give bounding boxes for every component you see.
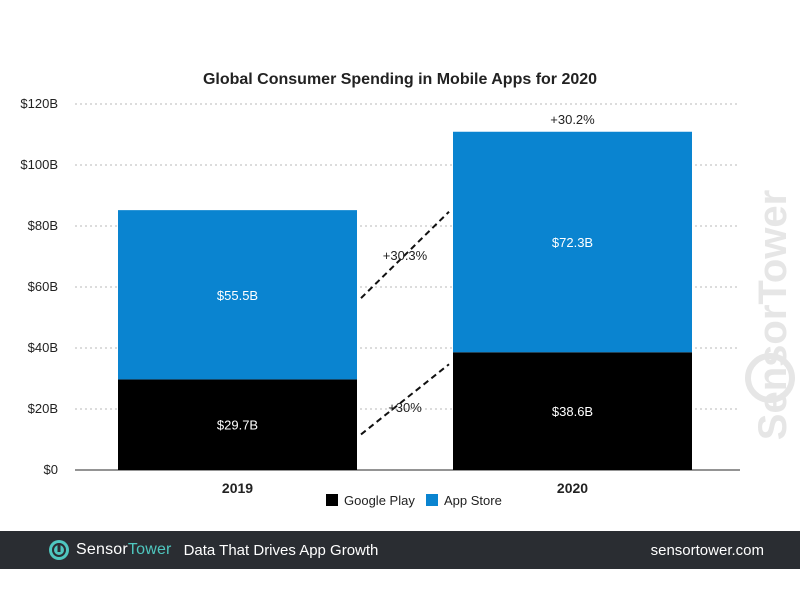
- legend: Google Play App Store: [326, 493, 502, 508]
- bottom-strip: [0, 569, 800, 600]
- app-store-growth-label: +30.3%: [383, 248, 428, 263]
- bar-segment: [118, 210, 357, 380]
- y-tick-label: $20B: [28, 401, 58, 416]
- y-axis-tick-labels: $0 $20B $40B $60B $80B $100B $120B: [20, 96, 58, 477]
- y-tick-label: $40B: [28, 340, 58, 355]
- bar-data-label: $38.6B: [552, 404, 593, 419]
- x-axis-tick-labels: 2019 2020: [222, 480, 588, 496]
- app-store-growth-connector: [360, 211, 450, 299]
- chart: Global Consumer Spending in Mobile Apps …: [20, 71, 795, 508]
- watermark-logo-icon: [745, 353, 795, 403]
- growth-connectors: +30.3% +30% +30.2%: [360, 112, 595, 436]
- bars: $29.7B $55.5B $38.6B $72.3B: [118, 131, 692, 470]
- chart-title: Global Consumer Spending in Mobile Apps …: [203, 71, 597, 88]
- y-tick-label: $0: [44, 462, 58, 477]
- footer-brand-sensor: Sensor: [76, 541, 128, 558]
- watermark: SensorTower: [745, 190, 795, 440]
- y-tick-label: $120B: [20, 96, 58, 111]
- legend-swatch: [426, 494, 438, 506]
- y-tick-label: $60B: [28, 279, 58, 294]
- footer-tagline: Data That Drives App Growth: [183, 541, 379, 559]
- bar-data-label: $55.5B: [217, 288, 258, 303]
- bar-segment: [453, 131, 692, 353]
- bar-segment: [453, 352, 692, 470]
- legend-swatch: [326, 494, 338, 506]
- footer-brand: SensorTower: [76, 541, 172, 559]
- y-tick-label: $100B: [20, 157, 58, 172]
- legend-label: Google Play: [344, 493, 415, 508]
- footer-url[interactable]: sensortower.com: [650, 541, 764, 559]
- google-play-growth-connector: [360, 363, 450, 436]
- x-tick-label: 2020: [557, 480, 588, 496]
- legend-label: App Store: [444, 493, 502, 508]
- total-growth-label: +30.2%: [550, 112, 595, 127]
- bar-data-label: $29.7B: [217, 418, 258, 433]
- bar-data-label: $72.3B: [552, 235, 593, 250]
- footer-logo: SensorTower: [48, 539, 172, 561]
- x-tick-label: 2019: [222, 480, 253, 496]
- sensortower-logo-icon: [49, 540, 69, 560]
- y-tick-label: $80B: [28, 218, 58, 233]
- bar-segment: [118, 379, 357, 470]
- footer-bar: SensorTower Data That Drives App Growth …: [0, 531, 800, 569]
- footer-brand-tower: Tower: [127, 541, 172, 558]
- google-play-growth-label: +30%: [388, 400, 422, 415]
